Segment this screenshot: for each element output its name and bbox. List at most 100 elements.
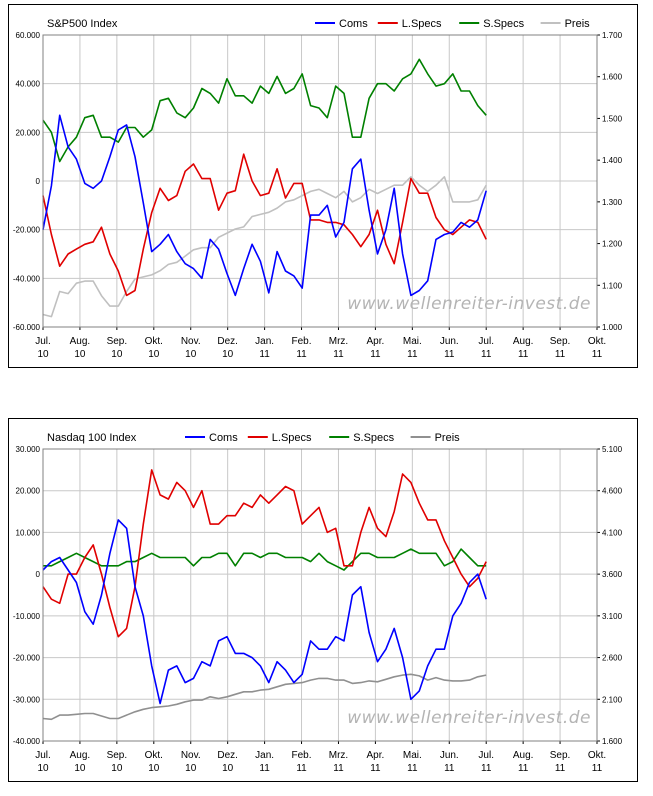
chart1-series-coms-line — [42, 114, 487, 297]
chart2-x-tick-year: 11 — [518, 763, 529, 774]
chart2-y-right-tick-label: 1.600 — [602, 737, 623, 746]
chart1-x-tick-label: Jul. — [35, 336, 51, 347]
chart1-x-tick-label: Nov. — [181, 336, 201, 347]
chart1-y-right-tick-label: 1.500 — [602, 114, 623, 123]
chart2-series-coms-line — [42, 519, 487, 705]
sp500-chart: Jul. 10 Aug. 10 Sep. 10 Okt. 10 Nov. 10 Dez. 10 Jan.… — [13, 18, 623, 360]
chart1-x-tick-year: 10 — [74, 349, 86, 360]
chart2-y-left-tick-label: 10.000 — [16, 528, 41, 537]
chart1-y-left-tick-label: 40.000 — [16, 80, 41, 89]
chart2-series-preis-line — [42, 673, 487, 721]
chart2-x-tick-year: 11 — [333, 763, 344, 774]
chart2-x-tick-label: Mrz. — [329, 750, 348, 761]
chart1-legend-label-l-specs: L.Specs — [402, 18, 442, 30]
chart2-y-left-tick-label: 0 — [36, 570, 41, 579]
chart2-x-tick-year: 10 — [148, 763, 160, 774]
chart1-x-tick-year: 11 — [333, 349, 344, 360]
chart1-x-tick-label: Apr. — [367, 336, 385, 347]
chart1-x-tick-label: Feb. — [292, 336, 312, 347]
chart2-x-tick-label: Apr. — [367, 750, 385, 761]
chart1-x-tick-year: 11 — [518, 349, 529, 360]
chart1-title: S&P500 Index — [47, 18, 118, 30]
chart1-y-right-tick-label: 1.700 — [602, 31, 623, 40]
chart2-y-right-tick-label: 5.100 — [602, 445, 623, 454]
chart2-x-tick-label: Okt. — [145, 750, 163, 761]
chart2-x-tick-year: 11 — [259, 763, 270, 774]
chart2-x-tick-label: Jul. — [35, 750, 51, 761]
chart1-x-tick-label: Okt. — [145, 336, 163, 347]
chart1-y-right-tick-label: 1.300 — [602, 198, 623, 207]
chart2-y-right-tick-label: 2.100 — [602, 695, 623, 704]
chart2-y-right-tick-label: 4.100 — [602, 528, 623, 537]
chart2-plot-area — [43, 449, 597, 741]
chart2-y-left-tick-label: -20.000 — [13, 654, 41, 663]
chart1-y-right-tick-label: 1.000 — [602, 323, 623, 332]
chart1-y-left-tick-label: -20.000 — [13, 226, 41, 235]
chart2-legend-label-l-specs: L.Specs — [272, 432, 312, 444]
chart1-x-tick-year: 11 — [370, 349, 381, 360]
chart2-x-tick-year: 11 — [481, 763, 492, 774]
nasdaq100-chart: Jul. 10 Aug. 10 Sep. 10 Okt. 10 Nov. 10 Dez. 10 Jan.… — [13, 432, 623, 774]
chart1-x-tick-year: 11 — [259, 349, 270, 360]
chart1-legend-label-coms: Coms — [339, 18, 368, 30]
chart2-legend-label-coms: Coms — [209, 432, 238, 444]
chart2-x-tick-label: Okt. — [588, 750, 606, 761]
sp500-chart-panel: Jul. 10 Aug. 10 Sep. 10 Okt. 10 Nov. 10 Dez. 10 Jan.… — [8, 4, 638, 368]
chart2-x-tick-year: 11 — [555, 763, 566, 774]
chart1-x-tick-label: Jan. — [255, 336, 274, 347]
chart1-series-s-specs-line — [42, 58, 487, 163]
chart1-x-tick-label: Aug. — [513, 336, 534, 347]
chart2-y-left-tick-label: -30.000 — [13, 695, 41, 704]
chart2-x-tick-year: 10 — [222, 763, 234, 774]
chart1-x-tick-year: 10 — [111, 349, 123, 360]
chart1-x-tick-year: 11 — [481, 349, 492, 360]
chart2-x-tick-year: 11 — [444, 763, 455, 774]
chart1-series-l-specs-line — [42, 153, 487, 297]
chart1-x-tick-label: Aug. — [70, 336, 91, 347]
chart1-x-tick-year: 10 — [222, 349, 234, 360]
nasdaq100-chart-panel: Jul. 10 Aug. 10 Sep. 10 Okt. 10 Nov. 10 Dez. 10 Jan.… — [8, 418, 638, 782]
chart2-x-tick-year: 11 — [592, 763, 603, 774]
chart2-x-tick-label: Nov. — [181, 750, 201, 761]
chart2-x-tick-label: Sep. — [107, 750, 128, 761]
chart1-series-preis-line — [42, 176, 487, 318]
chart2-x-tick-year: 11 — [370, 763, 381, 774]
chart2-series-s-specs-line — [43, 548, 487, 571]
chart1-x-tick-year: 11 — [592, 349, 603, 360]
chart1-y-left-tick-label: -40.000 — [13, 274, 41, 283]
chart2-x-tick-label: Jun. — [440, 750, 459, 761]
chart2-y-left-tick-label: -40.000 — [13, 737, 41, 746]
chart1-x-tick-label: Jul. — [478, 336, 494, 347]
chart2-y-right-tick-label: 4.600 — [602, 487, 623, 496]
chart1-y-right-tick-label: 1.200 — [602, 240, 623, 249]
chart1-x-tick-label: Dez. — [217, 336, 238, 347]
chart1-y-right-tick-label: 1.100 — [602, 281, 623, 290]
chart2-x-tick-label: Aug. — [513, 750, 534, 761]
chart1-x-tick-year: 10 — [37, 349, 49, 360]
chart2-x-tick-year: 10 — [185, 763, 197, 774]
chart1-x-tick-year: 10 — [185, 349, 197, 360]
chart1-x-tick-label: Sep. — [550, 336, 571, 347]
chart2-x-tick-label: Aug. — [70, 750, 91, 761]
chart1-legend-label-s-specs: S.Specs — [483, 18, 524, 30]
chart1-y-left-tick-label: 60.000 — [16, 31, 41, 40]
chart2-x-tick-year: 10 — [111, 763, 123, 774]
chart2-x-tick-label: Mai. — [403, 750, 422, 761]
chart2-x-tick-label: Jul. — [478, 750, 494, 761]
chart1-y-left-tick-label: -60.000 — [13, 323, 41, 332]
chart2-x-tick-label: Sep. — [550, 750, 571, 761]
chart2-x-tick-year: 11 — [296, 763, 307, 774]
chart2-y-left-tick-label: 20.000 — [16, 487, 41, 496]
chart1-y-left-tick-label: 0 — [36, 177, 41, 186]
chart2-x-tick-label: Dez. — [217, 750, 238, 761]
chart2-y-right-tick-label: 2.600 — [602, 654, 623, 663]
chart2-plot-border — [42, 448, 598, 742]
chart1-x-tick-year: 10 — [148, 349, 160, 360]
chart2-legend-label-preis: Preis — [435, 432, 461, 444]
chart1-y-left-tick-label: 20.000 — [16, 128, 41, 137]
chart2-x-tick-year: 10 — [74, 763, 86, 774]
chart2-legend-label-s-specs: S.Specs — [353, 432, 394, 444]
chart2-y-right-tick-label: 3.100 — [602, 612, 623, 621]
chart1-x-tick-year: 11 — [444, 349, 455, 360]
chart1-watermark: www.wellenreiter-invest.de — [347, 294, 591, 314]
